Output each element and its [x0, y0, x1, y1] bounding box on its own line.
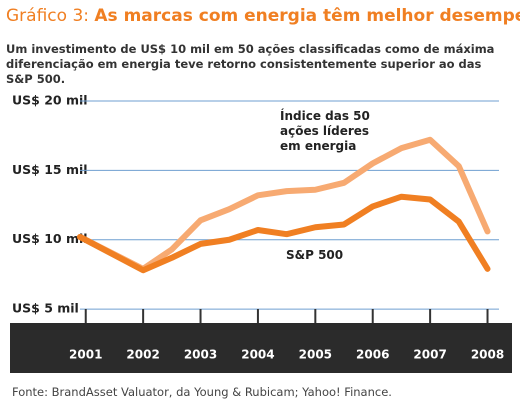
y-tick-label: US$ 20 mil — [12, 92, 88, 107]
x-tick-label: 2003 — [184, 348, 217, 362]
series-label: S&P 500 — [286, 248, 344, 262]
source: Fonte: BrandAsset Valuator, da Young & R… — [12, 385, 392, 399]
x-tick-label: 2005 — [299, 348, 332, 362]
x-tick-label: 2006 — [356, 348, 389, 362]
series-label: Índice das 50 ações líderes em energia — [280, 109, 370, 153]
y-tick-label: US$ 10 mil — [12, 231, 88, 246]
chart-title: As marcas com energia têm melhor desempe… — [94, 6, 520, 26]
subtitle: Um investimento de US$ 10 mil em 50 açõe… — [6, 42, 495, 86]
x-axis-band — [10, 323, 512, 373]
x-tick-label: 2001 — [69, 348, 102, 362]
title-label: Gráfico 3: — [6, 6, 89, 26]
y-tick-label: US$ 5 mil — [12, 301, 79, 316]
x-tick-label: 2008 — [471, 348, 504, 362]
x-tick-label: 2004 — [241, 348, 274, 362]
x-tick-label: 2002 — [126, 348, 159, 362]
series-line — [77, 193, 491, 274]
x-tick-label: 2007 — [413, 348, 446, 362]
title: Gráfico 3: As marcas com energia têm mel… — [6, 6, 520, 26]
y-tick-label: US$ 15 mil — [12, 162, 88, 177]
series-line — [77, 136, 491, 272]
